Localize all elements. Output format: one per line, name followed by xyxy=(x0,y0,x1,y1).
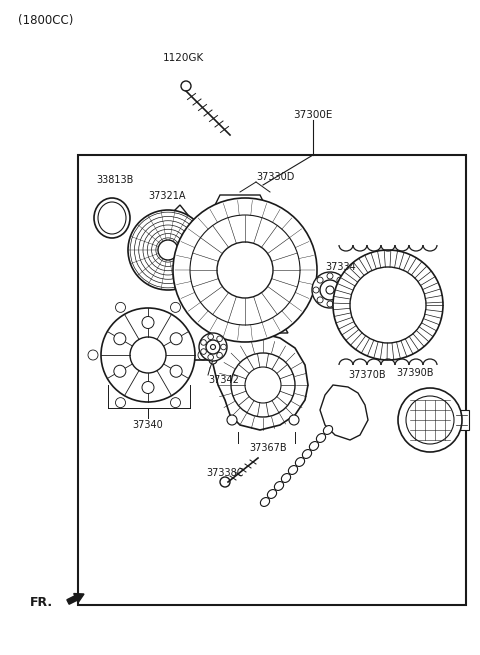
Circle shape xyxy=(289,415,299,425)
Circle shape xyxy=(312,272,348,308)
Circle shape xyxy=(313,287,319,293)
Bar xyxy=(454,410,469,430)
Circle shape xyxy=(173,198,317,342)
Circle shape xyxy=(217,336,222,342)
Circle shape xyxy=(221,344,226,350)
Circle shape xyxy=(341,287,347,293)
Circle shape xyxy=(337,297,343,303)
Circle shape xyxy=(208,354,214,360)
Circle shape xyxy=(350,267,426,343)
Circle shape xyxy=(198,350,208,360)
Circle shape xyxy=(217,352,222,358)
Ellipse shape xyxy=(316,434,325,442)
Ellipse shape xyxy=(260,498,270,506)
Circle shape xyxy=(333,250,443,360)
Text: 37338C: 37338C xyxy=(206,468,244,478)
Circle shape xyxy=(398,388,462,452)
Polygon shape xyxy=(240,315,288,333)
Circle shape xyxy=(201,340,206,345)
Circle shape xyxy=(170,333,182,345)
Text: (1800CC): (1800CC) xyxy=(18,14,73,27)
Text: 1120GK: 1120GK xyxy=(162,53,204,63)
Circle shape xyxy=(317,277,323,283)
Ellipse shape xyxy=(275,481,284,491)
Circle shape xyxy=(190,215,300,325)
Text: 37330D: 37330D xyxy=(256,172,294,182)
Circle shape xyxy=(326,286,334,294)
Circle shape xyxy=(211,345,216,350)
Circle shape xyxy=(142,381,154,394)
Circle shape xyxy=(130,337,166,373)
Circle shape xyxy=(158,240,178,260)
Text: 37342: 37342 xyxy=(208,375,239,385)
Ellipse shape xyxy=(288,466,298,474)
Circle shape xyxy=(231,353,295,417)
Text: 37370B: 37370B xyxy=(348,370,385,380)
Circle shape xyxy=(320,280,340,300)
Text: 37367B: 37367B xyxy=(249,443,287,453)
Circle shape xyxy=(170,303,180,312)
Text: 33813B: 33813B xyxy=(96,175,133,185)
Polygon shape xyxy=(320,385,368,440)
Circle shape xyxy=(220,477,230,487)
Polygon shape xyxy=(215,195,265,220)
Ellipse shape xyxy=(98,202,126,234)
Circle shape xyxy=(317,297,323,303)
FancyArrow shape xyxy=(67,593,84,604)
Circle shape xyxy=(116,398,125,407)
Circle shape xyxy=(170,365,182,377)
Circle shape xyxy=(227,415,237,425)
Ellipse shape xyxy=(267,489,276,498)
Circle shape xyxy=(201,348,206,354)
Text: 37334: 37334 xyxy=(325,262,356,272)
Polygon shape xyxy=(168,205,200,250)
Text: 37390B: 37390B xyxy=(396,368,434,378)
Circle shape xyxy=(114,365,126,377)
Circle shape xyxy=(199,333,227,361)
Circle shape xyxy=(337,277,343,283)
Circle shape xyxy=(406,396,454,444)
Circle shape xyxy=(101,308,195,402)
Circle shape xyxy=(327,273,333,279)
Circle shape xyxy=(245,367,281,403)
Circle shape xyxy=(181,81,191,91)
Circle shape xyxy=(208,334,214,339)
Bar xyxy=(78,155,466,605)
Text: 37300E: 37300E xyxy=(293,110,333,120)
Ellipse shape xyxy=(324,426,333,434)
Ellipse shape xyxy=(295,458,305,466)
Ellipse shape xyxy=(94,198,130,238)
Circle shape xyxy=(116,303,125,312)
Circle shape xyxy=(170,398,180,407)
Text: FR.: FR. xyxy=(30,595,53,608)
Ellipse shape xyxy=(310,441,319,451)
Circle shape xyxy=(114,333,126,345)
Text: 37340: 37340 xyxy=(132,420,163,430)
Circle shape xyxy=(128,210,208,290)
Circle shape xyxy=(206,340,220,354)
Ellipse shape xyxy=(281,474,290,483)
Ellipse shape xyxy=(302,449,312,458)
Circle shape xyxy=(142,316,154,329)
Circle shape xyxy=(217,242,273,298)
Polygon shape xyxy=(212,333,308,430)
Text: 37321A: 37321A xyxy=(148,191,185,201)
Circle shape xyxy=(209,356,217,364)
Circle shape xyxy=(327,301,333,307)
Circle shape xyxy=(88,350,98,360)
